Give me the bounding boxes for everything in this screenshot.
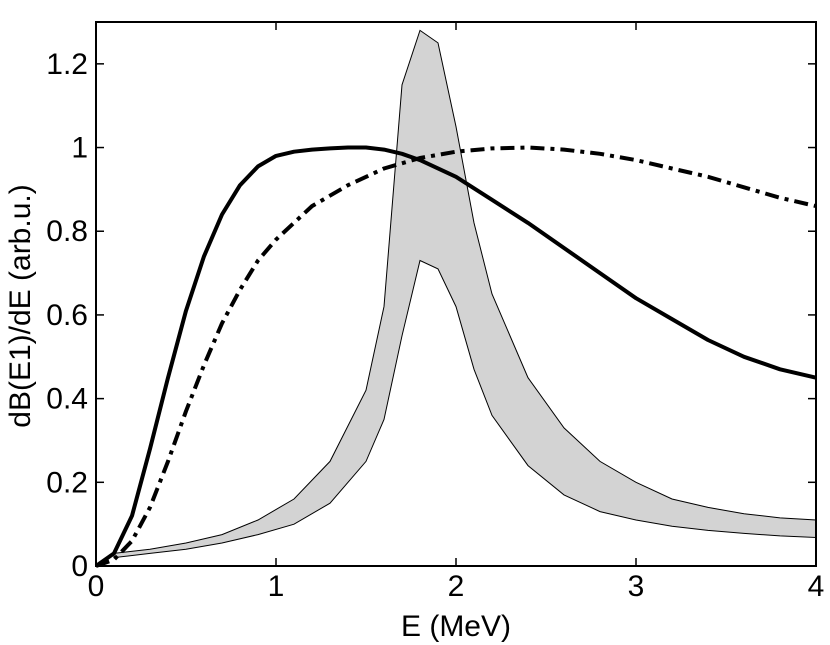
axis-ticks: 0 1 2 3 4 0 0.2 0.4 0.6 0.8 1 1.2 bbox=[46, 22, 824, 603]
y-tick-label: 0.8 bbox=[46, 215, 88, 248]
y-tick-label: 0.6 bbox=[46, 299, 88, 332]
plot-area bbox=[94, 29, 817, 568]
y-tick-label: 1.2 bbox=[46, 48, 88, 81]
shaded-band bbox=[113, 29, 817, 559]
x-tick-label: 2 bbox=[448, 570, 465, 603]
y-tick-label: 0 bbox=[71, 550, 88, 583]
x-tick-label: 0 bbox=[88, 570, 105, 603]
series-line-solid bbox=[94, 145, 817, 568]
y-tick-label: 0.4 bbox=[46, 383, 88, 416]
x-axis-label: E (MeV) bbox=[401, 610, 511, 643]
x-tick-label: 1 bbox=[268, 570, 285, 603]
y-tick-label: 1 bbox=[71, 132, 88, 165]
x-tick-label: 4 bbox=[808, 570, 825, 603]
y-axis-label: dB(E1)/dE (arb.u.) bbox=[4, 184, 37, 427]
y-tick-label: 0.2 bbox=[46, 466, 88, 499]
series-line-dash-dot bbox=[95, 145, 817, 568]
axes-frame bbox=[95, 21, 817, 567]
x-tick-label: 3 bbox=[628, 570, 645, 603]
